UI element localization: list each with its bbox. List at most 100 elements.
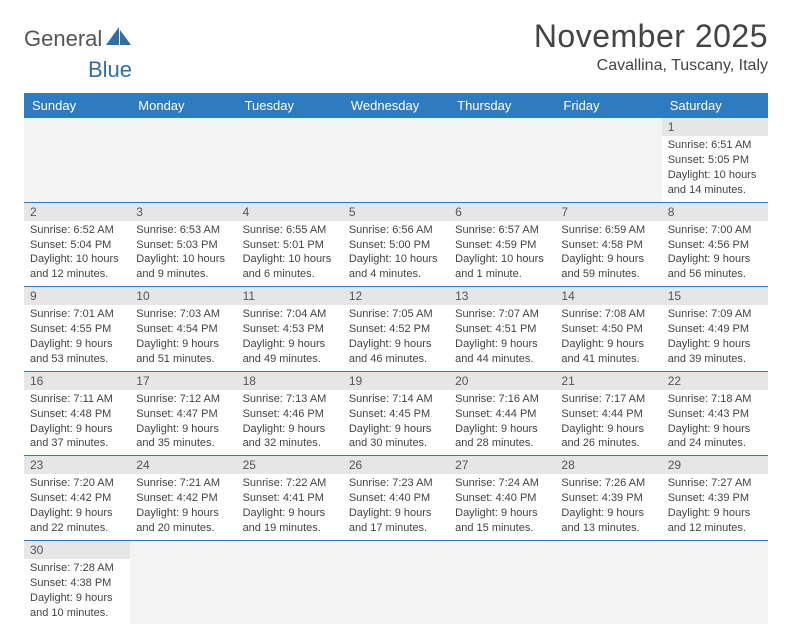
sunrise-text: Sunrise: 7:12 AM [136,392,230,407]
sunset-text: Sunset: 4:50 PM [561,322,655,337]
daylight-text: Daylight: 9 hours and 46 minutes. [349,337,443,367]
sunset-text: Sunset: 4:59 PM [455,238,549,253]
daylight-text: Daylight: 10 hours and 4 minutes. [349,252,443,282]
sunset-text: Sunset: 4:56 PM [668,238,762,253]
day-number: 2 [24,203,130,221]
sunset-text: Sunset: 4:40 PM [455,491,549,506]
day-details: Sunrise: 7:13 AMSunset: 4:46 PMDaylight:… [237,390,343,455]
day-number: 28 [555,456,661,474]
sunset-text: Sunset: 4:43 PM [668,407,762,422]
calendar-cell: 24Sunrise: 7:21 AMSunset: 4:42 PMDayligh… [130,456,236,541]
calendar-cell: 2Sunrise: 6:52 AMSunset: 5:04 PMDaylight… [24,202,130,287]
day-number: 7 [555,203,661,221]
day-number: 27 [449,456,555,474]
day-number: 13 [449,287,555,305]
weekday-header-row: Sunday Monday Tuesday Wednesday Thursday… [24,93,768,118]
calendar-week-row: 23Sunrise: 7:20 AMSunset: 4:42 PMDayligh… [24,456,768,541]
calendar-cell [237,118,343,202]
day-details: Sunrise: 7:04 AMSunset: 4:53 PMDaylight:… [237,305,343,370]
sunset-text: Sunset: 4:44 PM [561,407,655,422]
sunset-text: Sunset: 4:51 PM [455,322,549,337]
day-number: 10 [130,287,236,305]
calendar-cell: 9Sunrise: 7:01 AMSunset: 4:55 PMDaylight… [24,287,130,372]
sunrise-text: Sunrise: 7:22 AM [243,476,337,491]
sunrise-text: Sunrise: 6:51 AM [668,138,762,153]
sunset-text: Sunset: 4:47 PM [136,407,230,422]
sunset-text: Sunset: 4:55 PM [30,322,124,337]
sunset-text: Sunset: 4:52 PM [349,322,443,337]
calendar-cell: 20Sunrise: 7:16 AMSunset: 4:44 PMDayligh… [449,371,555,456]
daylight-text: Daylight: 9 hours and 51 minutes. [136,337,230,367]
day-number: 22 [662,372,768,390]
calendar-cell: 5Sunrise: 6:56 AMSunset: 5:00 PMDaylight… [343,202,449,287]
day-details: Sunrise: 6:51 AMSunset: 5:05 PMDaylight:… [662,136,768,201]
daylight-text: Daylight: 9 hours and 15 minutes. [455,506,549,536]
daylight-text: Daylight: 9 hours and 19 minutes. [243,506,337,536]
day-details: Sunrise: 7:09 AMSunset: 4:49 PMDaylight:… [662,305,768,370]
day-details: Sunrise: 7:00 AMSunset: 4:56 PMDaylight:… [662,221,768,286]
daylight-text: Daylight: 9 hours and 10 minutes. [30,591,124,621]
sunset-text: Sunset: 4:42 PM [136,491,230,506]
calendar-cell: 3Sunrise: 6:53 AMSunset: 5:03 PMDaylight… [130,202,236,287]
day-details: Sunrise: 6:59 AMSunset: 4:58 PMDaylight:… [555,221,661,286]
day-details: Sunrise: 7:28 AMSunset: 4:38 PMDaylight:… [24,559,130,624]
calendar-cell: 28Sunrise: 7:26 AMSunset: 4:39 PMDayligh… [555,456,661,541]
month-title: November 2025 [534,18,768,55]
sunset-text: Sunset: 4:39 PM [668,491,762,506]
daylight-text: Daylight: 9 hours and 35 minutes. [136,422,230,452]
day-details: Sunrise: 7:20 AMSunset: 4:42 PMDaylight:… [24,474,130,539]
weekday-header: Thursday [449,93,555,118]
daylight-text: Daylight: 10 hours and 12 minutes. [30,252,124,282]
day-number: 21 [555,372,661,390]
sunrise-text: Sunrise: 6:59 AM [561,223,655,238]
day-number: 19 [343,372,449,390]
daylight-text: Daylight: 9 hours and 22 minutes. [30,506,124,536]
daylight-text: Daylight: 9 hours and 32 minutes. [243,422,337,452]
sunrise-text: Sunrise: 7:03 AM [136,307,230,322]
calendar-cell: 26Sunrise: 7:23 AMSunset: 4:40 PMDayligh… [343,456,449,541]
calendar-cell [130,118,236,202]
calendar-cell: 12Sunrise: 7:05 AMSunset: 4:52 PMDayligh… [343,287,449,372]
sunrise-text: Sunrise: 6:57 AM [455,223,549,238]
day-details: Sunrise: 6:52 AMSunset: 5:04 PMDaylight:… [24,221,130,286]
day-details: Sunrise: 7:05 AMSunset: 4:52 PMDaylight:… [343,305,449,370]
brand-logo: General [24,26,134,52]
day-details: Sunrise: 7:16 AMSunset: 4:44 PMDaylight:… [449,390,555,455]
calendar-cell: 15Sunrise: 7:09 AMSunset: 4:49 PMDayligh… [662,287,768,372]
daylight-text: Daylight: 9 hours and 41 minutes. [561,337,655,367]
day-number: 25 [237,456,343,474]
sunrise-text: Sunrise: 7:05 AM [349,307,443,322]
day-number: 23 [24,456,130,474]
sunset-text: Sunset: 4:40 PM [349,491,443,506]
calendar-table: Sunday Monday Tuesday Wednesday Thursday… [24,93,768,624]
day-number: 6 [449,203,555,221]
daylight-text: Daylight: 9 hours and 24 minutes. [668,422,762,452]
sunrise-text: Sunrise: 7:26 AM [561,476,655,491]
daylight-text: Daylight: 9 hours and 20 minutes. [136,506,230,536]
calendar-cell: 18Sunrise: 7:13 AMSunset: 4:46 PMDayligh… [237,371,343,456]
day-number: 24 [130,456,236,474]
sunrise-text: Sunrise: 7:14 AM [349,392,443,407]
weekday-header: Friday [555,93,661,118]
daylight-text: Daylight: 9 hours and 26 minutes. [561,422,655,452]
calendar-cell [555,118,661,202]
calendar-cell: 8Sunrise: 7:00 AMSunset: 4:56 PMDaylight… [662,202,768,287]
calendar-cell: 27Sunrise: 7:24 AMSunset: 4:40 PMDayligh… [449,456,555,541]
calendar-cell: 10Sunrise: 7:03 AMSunset: 4:54 PMDayligh… [130,287,236,372]
calendar-cell: 22Sunrise: 7:18 AMSunset: 4:43 PMDayligh… [662,371,768,456]
daylight-text: Daylight: 10 hours and 9 minutes. [136,252,230,282]
day-details: Sunrise: 7:27 AMSunset: 4:39 PMDaylight:… [662,474,768,539]
daylight-text: Daylight: 9 hours and 28 minutes. [455,422,549,452]
daylight-text: Daylight: 10 hours and 6 minutes. [243,252,337,282]
sunset-text: Sunset: 5:04 PM [30,238,124,253]
sunset-text: Sunset: 4:41 PM [243,491,337,506]
calendar-week-row: 16Sunrise: 7:11 AMSunset: 4:48 PMDayligh… [24,371,768,456]
sunrise-text: Sunrise: 7:11 AM [30,392,124,407]
brand-part2: Blue [88,57,132,83]
day-number: 29 [662,456,768,474]
day-details: Sunrise: 7:07 AMSunset: 4:51 PMDaylight:… [449,305,555,370]
calendar-week-row: 1Sunrise: 6:51 AMSunset: 5:05 PMDaylight… [24,118,768,202]
day-details: Sunrise: 7:03 AMSunset: 4:54 PMDaylight:… [130,305,236,370]
daylight-text: Daylight: 9 hours and 53 minutes. [30,337,124,367]
calendar-cell: 21Sunrise: 7:17 AMSunset: 4:44 PMDayligh… [555,371,661,456]
